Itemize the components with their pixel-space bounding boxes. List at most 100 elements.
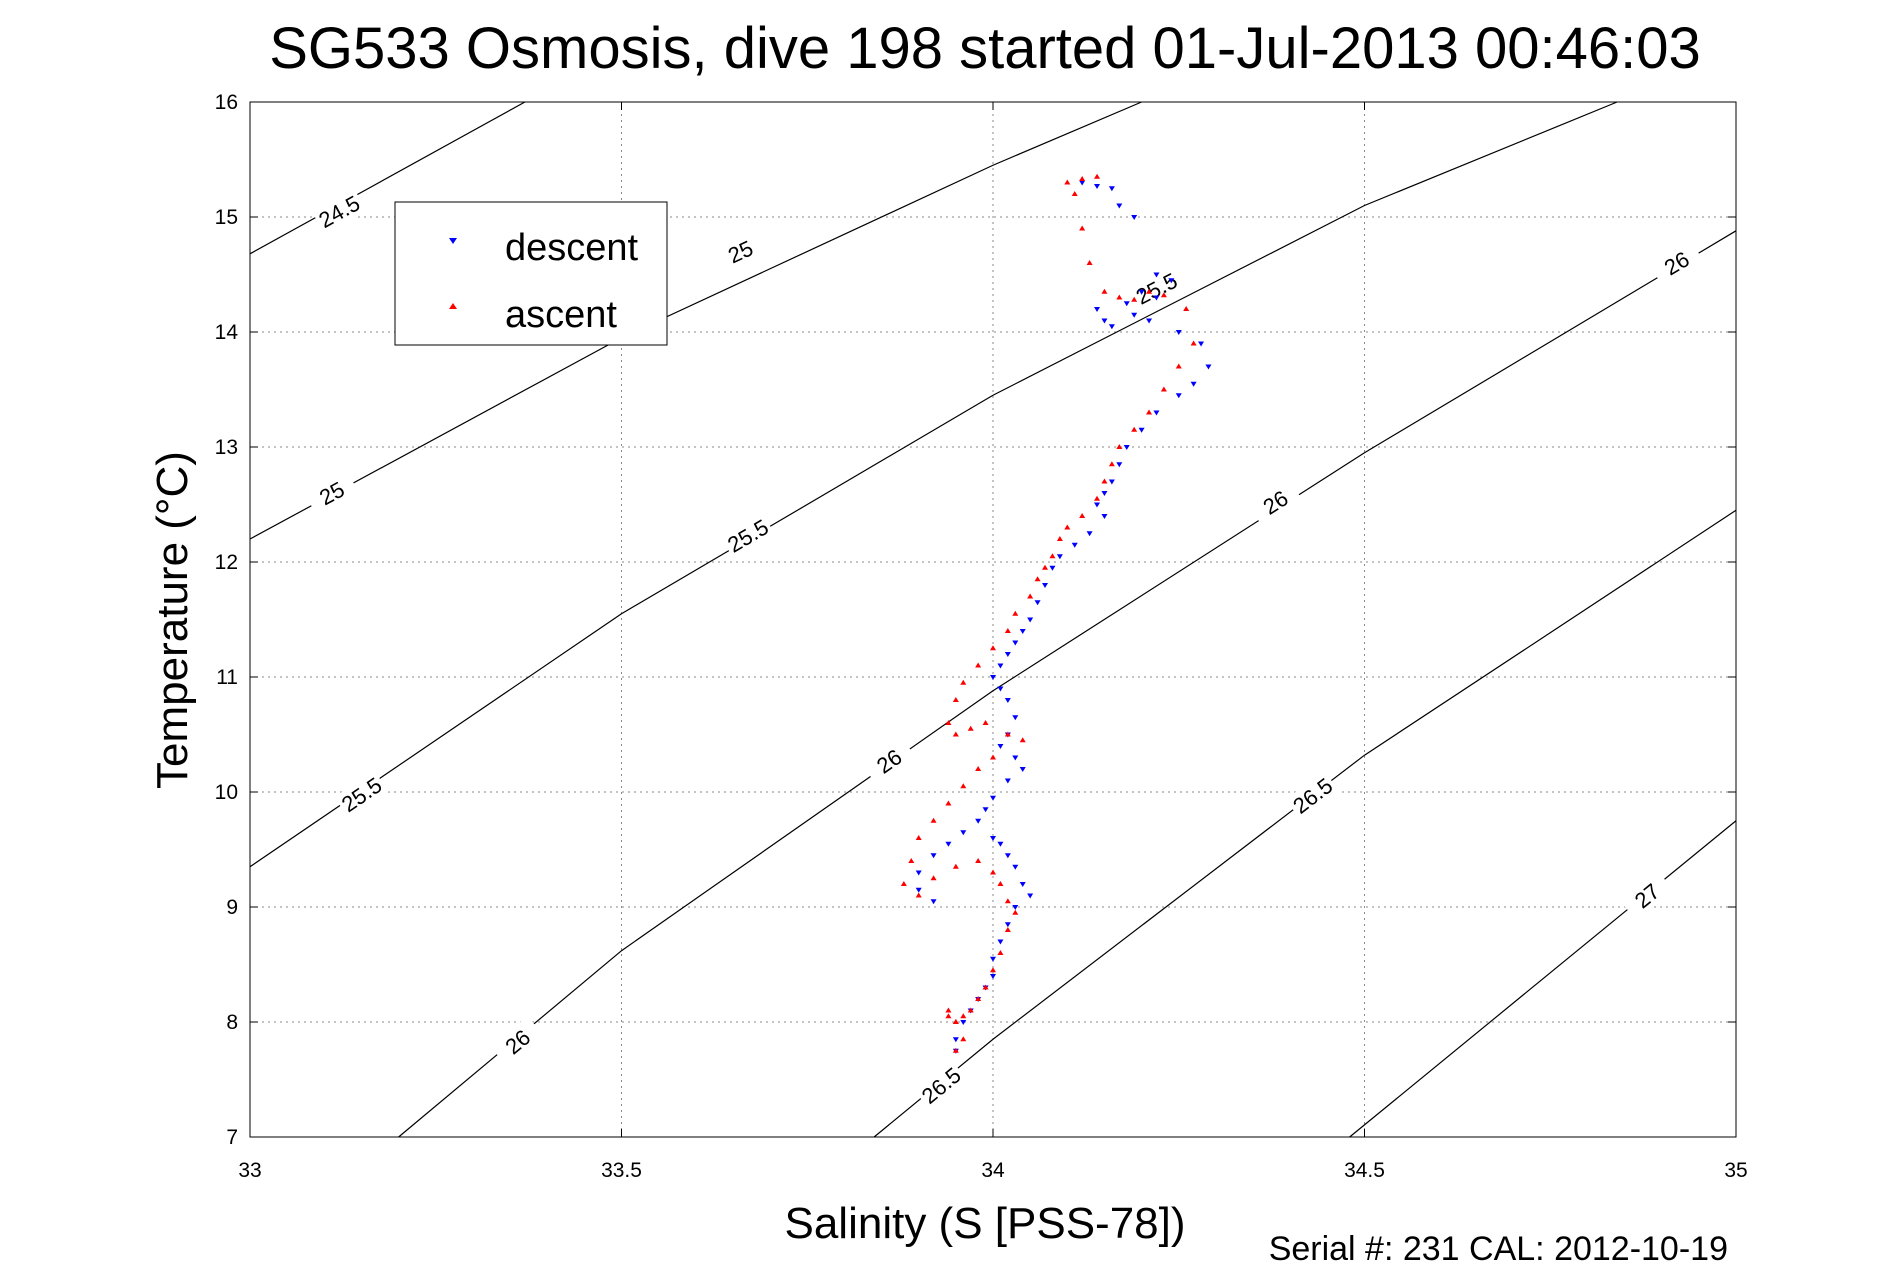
ascent-point (997, 881, 1004, 886)
ascent-point (930, 817, 937, 823)
ascent-point (967, 725, 974, 731)
y-tick-label: 14 (215, 321, 239, 344)
descent-point (1138, 289, 1145, 295)
descent-point (1012, 640, 1019, 646)
descent-point (997, 663, 1004, 669)
contour-label-bg (1248, 478, 1303, 527)
ascent-point (952, 863, 959, 869)
descent-point (1027, 893, 1034, 899)
y-tick-label: 10 (215, 781, 238, 804)
ascent-point (982, 984, 989, 990)
ascent-point (1146, 288, 1153, 294)
calibration-footer: Serial #: 231 CAL: 2012-10-19 (1269, 1230, 1728, 1262)
descent-point (960, 830, 967, 836)
y-tick-labels: 7 8 9 10 11 12 13 14 15 16 (215, 91, 239, 1149)
x-tick-label: 34 (981, 1159, 1005, 1182)
contour-label-group: 25.5 (720, 512, 776, 559)
contour-label-bg (311, 188, 367, 235)
contour-label-bg (1285, 770, 1340, 821)
legend-box (394, 201, 668, 346)
ascent-point (975, 858, 982, 863)
ascent-point (1049, 553, 1056, 559)
descent-point (1190, 381, 1197, 387)
density-contour-27 (1349, 820, 1737, 1138)
y-tick-label: 9 (226, 896, 238, 919)
ascent-point (908, 858, 915, 863)
ascent-point (1004, 927, 1011, 932)
density-contour-26 (398, 230, 1737, 1138)
descent-point (1004, 698, 1011, 703)
ascent-point (952, 697, 959, 702)
descent-point (990, 836, 996, 841)
contour-label-bg (713, 229, 768, 274)
descent-point (1094, 307, 1101, 312)
ascent-point (1094, 173, 1101, 179)
descent-point (1019, 767, 1026, 772)
ascent-point (1160, 386, 1167, 392)
descent-point (990, 956, 996, 962)
descent-point (1123, 301, 1130, 307)
ascent-point (1160, 292, 1167, 298)
ascent-point (990, 754, 996, 760)
density-contour-25 (249, 101, 1142, 540)
contour-label-group: 26 (490, 1016, 545, 1067)
descent-point (997, 744, 1004, 749)
ascent-point (1071, 191, 1078, 196)
ascent-point (915, 835, 922, 840)
ascent-point (1012, 610, 1019, 616)
descent-point (1153, 410, 1160, 416)
descent-point (1131, 312, 1138, 318)
x-tick-label: 33 (238, 1159, 261, 1182)
contour-label-bg (1649, 239, 1704, 287)
ascent-point (960, 783, 967, 789)
ascent-point (967, 1007, 974, 1013)
descent-point (1175, 330, 1182, 335)
y-tick-label: 15 (215, 206, 238, 229)
y-tick-label: 13 (215, 436, 238, 459)
descent-point (1146, 318, 1153, 324)
descent-point (975, 818, 982, 824)
descent-point (1205, 364, 1212, 370)
ascent-point (990, 645, 996, 651)
ascent-point (952, 1019, 959, 1024)
ascent-point (975, 996, 982, 1001)
descent-point (997, 939, 1004, 945)
descent-point (1086, 531, 1093, 537)
contour-label-group: 26 (861, 736, 917, 786)
x-axis-label: Salinity (S [PSS-78]) (784, 1199, 1185, 1248)
ascent-point (1027, 593, 1034, 599)
descent-point (1027, 617, 1034, 623)
descent-point (1012, 905, 1019, 910)
ascent-point (1019, 737, 1026, 743)
descent-point (1101, 514, 1108, 519)
ascent-point (1034, 576, 1041, 582)
ascent-point (960, 1036, 967, 1042)
descent-point (1004, 922, 1011, 928)
descent-point (1094, 183, 1101, 189)
density-contour-25.5 (249, 101, 1618, 868)
descent-point (930, 899, 937, 905)
ascent-point (1175, 363, 1182, 369)
legend-ascent-marker (449, 303, 457, 309)
y-tick-label: 16 (215, 91, 238, 114)
y-tick-label: 8 (226, 1011, 238, 1034)
descent-point (930, 853, 937, 859)
descent-point (1094, 502, 1101, 508)
descent-point (1004, 778, 1011, 784)
contour-label-bg (720, 512, 776, 559)
contour-label-bg (490, 1016, 545, 1067)
ascent-point (1116, 294, 1123, 300)
descent-point (982, 807, 989, 813)
legend: descent ascent (394, 201, 668, 346)
chart-title: SG533 Osmosis, dive 198 started 01-Jul-2… (269, 16, 1701, 81)
y-tick-label: 7 (226, 1126, 238, 1149)
contour-label-bg (914, 1059, 968, 1111)
contour-label-group: 26 (1649, 239, 1704, 287)
descent-point (1071, 542, 1078, 548)
contour-label-group: 26.5 (1285, 770, 1340, 821)
ascent-point (1079, 176, 1086, 182)
x-tick-label: 34.5 (1344, 1159, 1385, 1182)
ascent-point (952, 731, 959, 737)
